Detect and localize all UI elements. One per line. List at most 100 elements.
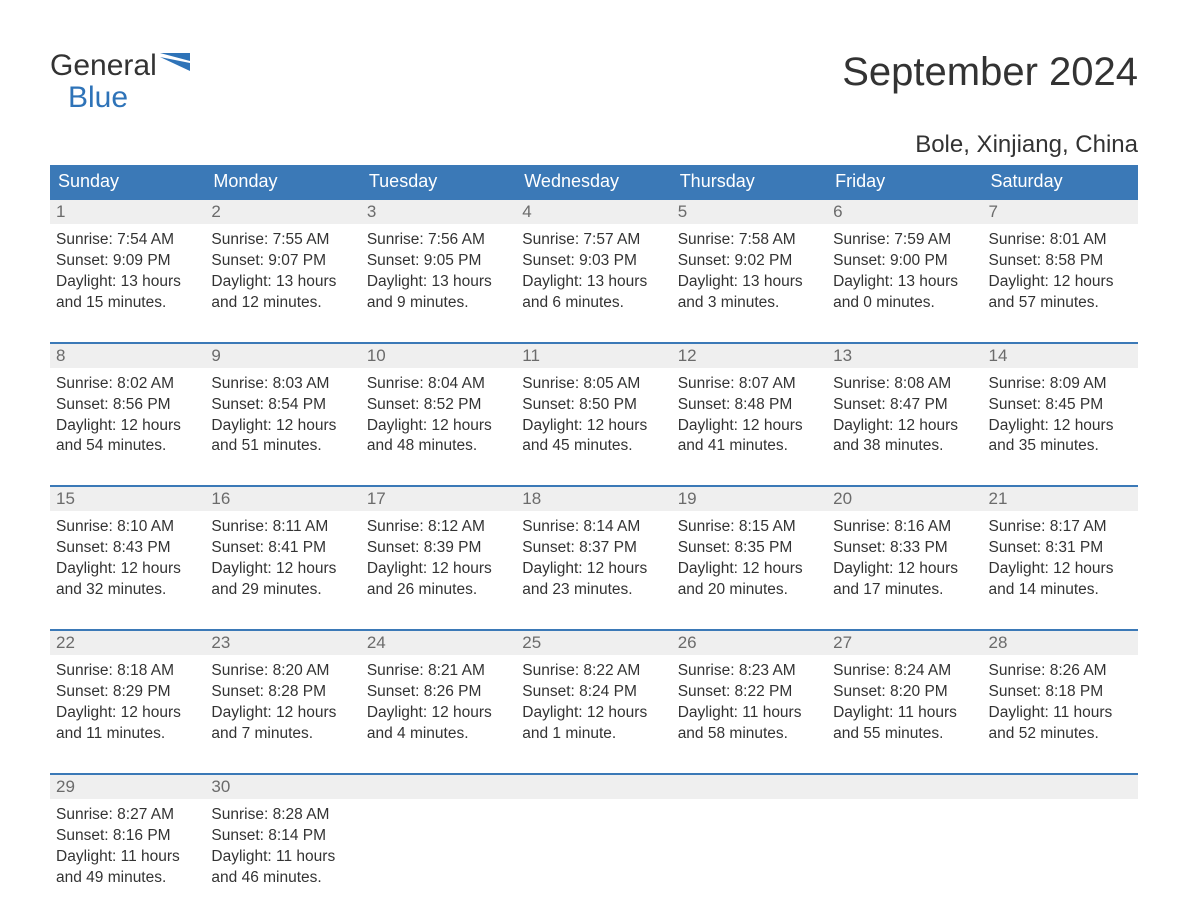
day-details: Sunrise: 8:04 AMSunset: 8:52 PMDaylight:… <box>361 368 516 486</box>
day-detail-line: Daylight: 12 hours <box>989 272 1132 293</box>
calendar-table: SundayMondayTuesdayWednesdayThursdayFrid… <box>50 165 1138 916</box>
day-number: 9 <box>205 344 360 368</box>
day-detail-line: and 29 minutes. <box>211 580 354 601</box>
day-detail-line: Sunrise: 7:57 AM <box>522 230 665 251</box>
day-detail-line: Sunrise: 8:16 AM <box>833 517 976 538</box>
day-detail-line: Sunset: 8:16 PM <box>56 826 199 847</box>
day-detail-line: and 7 minutes. <box>211 724 354 745</box>
day-number-empty <box>361 775 516 799</box>
title-block: September 2024 <box>842 50 1138 95</box>
logo: General Blue <box>50 50 190 113</box>
day-number: 28 <box>983 631 1138 655</box>
day-detail-line: and 4 minutes. <box>367 724 510 745</box>
weekday-header: Saturday <box>983 165 1138 199</box>
day-detail-line: Daylight: 12 hours <box>989 416 1132 437</box>
calendar-day-cell: 29Sunrise: 8:27 AMSunset: 8:16 PMDayligh… <box>50 774 205 917</box>
day-detail-line: and 23 minutes. <box>522 580 665 601</box>
calendar-day-cell <box>361 774 516 917</box>
day-detail-line: and 26 minutes. <box>367 580 510 601</box>
day-details: Sunrise: 8:11 AMSunset: 8:41 PMDaylight:… <box>205 511 360 629</box>
day-detail-line: and 14 minutes. <box>989 580 1132 601</box>
day-detail-line: Daylight: 12 hours <box>367 416 510 437</box>
calendar-day-cell: 8Sunrise: 8:02 AMSunset: 8:56 PMDaylight… <box>50 343 205 487</box>
day-detail-line: Sunrise: 8:01 AM <box>989 230 1132 251</box>
day-number: 27 <box>827 631 982 655</box>
day-detail-line: Sunrise: 7:59 AM <box>833 230 976 251</box>
day-detail-line: Sunrise: 8:05 AM <box>522 374 665 395</box>
day-detail-line: Sunrise: 8:24 AM <box>833 661 976 682</box>
logo-flag-icon <box>160 50 190 82</box>
calendar-day-cell: 2Sunrise: 7:55 AMSunset: 9:07 PMDaylight… <box>205 199 360 343</box>
weekday-header: Wednesday <box>516 165 671 199</box>
page-title: September 2024 <box>842 50 1138 95</box>
day-detail-line: Sunset: 8:29 PM <box>56 682 199 703</box>
day-number: 18 <box>516 487 671 511</box>
day-detail-line: Sunrise: 8:20 AM <box>211 661 354 682</box>
calendar-day-cell <box>672 774 827 917</box>
calendar-day-cell: 1Sunrise: 7:54 AMSunset: 9:09 PMDaylight… <box>50 199 205 343</box>
day-detail-line: and 45 minutes. <box>522 436 665 457</box>
day-detail-line: Sunset: 8:58 PM <box>989 251 1132 272</box>
calendar-day-cell: 20Sunrise: 8:16 AMSunset: 8:33 PMDayligh… <box>827 486 982 630</box>
day-details: Sunrise: 8:28 AMSunset: 8:14 PMDaylight:… <box>205 799 360 917</box>
day-details: Sunrise: 8:02 AMSunset: 8:56 PMDaylight:… <box>50 368 205 486</box>
calendar-week-row: 29Sunrise: 8:27 AMSunset: 8:16 PMDayligh… <box>50 774 1138 917</box>
day-detail-line: and 32 minutes. <box>56 580 199 601</box>
day-details: Sunrise: 7:57 AMSunset: 9:03 PMDaylight:… <box>516 224 671 342</box>
day-details: Sunrise: 8:16 AMSunset: 8:33 PMDaylight:… <box>827 511 982 629</box>
day-details: Sunrise: 8:22 AMSunset: 8:24 PMDaylight:… <box>516 655 671 773</box>
day-detail-line: Sunrise: 8:11 AM <box>211 517 354 538</box>
day-details: Sunrise: 8:14 AMSunset: 8:37 PMDaylight:… <box>516 511 671 629</box>
day-detail-line: and 41 minutes. <box>678 436 821 457</box>
day-detail-line: Daylight: 12 hours <box>522 559 665 580</box>
day-detail-line: Sunset: 8:18 PM <box>989 682 1132 703</box>
day-detail-line: Sunset: 8:54 PM <box>211 395 354 416</box>
day-detail-line: Sunrise: 8:02 AM <box>56 374 199 395</box>
day-details: Sunrise: 8:23 AMSunset: 8:22 PMDaylight:… <box>672 655 827 773</box>
day-number: 23 <box>205 631 360 655</box>
day-details: Sunrise: 8:17 AMSunset: 8:31 PMDaylight:… <box>983 511 1138 629</box>
day-details: Sunrise: 7:55 AMSunset: 9:07 PMDaylight:… <box>205 224 360 342</box>
day-detail-line: and 11 minutes. <box>56 724 199 745</box>
day-detail-line: and 20 minutes. <box>678 580 821 601</box>
day-detail-line: Sunrise: 8:04 AM <box>367 374 510 395</box>
day-number: 15 <box>50 487 205 511</box>
day-detail-line: and 46 minutes. <box>211 868 354 889</box>
day-detail-line: and 17 minutes. <box>833 580 976 601</box>
day-detail-line: Sunrise: 8:27 AM <box>56 805 199 826</box>
day-detail-line: and 38 minutes. <box>833 436 976 457</box>
day-detail-line: and 15 minutes. <box>56 293 199 314</box>
day-detail-line: and 35 minutes. <box>989 436 1132 457</box>
day-detail-line: Sunrise: 8:12 AM <box>367 517 510 538</box>
day-details: Sunrise: 8:24 AMSunset: 8:20 PMDaylight:… <box>827 655 982 773</box>
calendar-day-cell <box>827 774 982 917</box>
day-detail-line: Sunset: 8:26 PM <box>367 682 510 703</box>
day-detail-line: Sunset: 8:48 PM <box>678 395 821 416</box>
day-detail-line: Sunset: 8:47 PM <box>833 395 976 416</box>
calendar-day-cell: 17Sunrise: 8:12 AMSunset: 8:39 PMDayligh… <box>361 486 516 630</box>
calendar-day-cell: 21Sunrise: 8:17 AMSunset: 8:31 PMDayligh… <box>983 486 1138 630</box>
day-number: 2 <box>205 200 360 224</box>
day-detail-line: Sunrise: 8:14 AM <box>522 517 665 538</box>
day-detail-line: Sunset: 8:24 PM <box>522 682 665 703</box>
day-number: 22 <box>50 631 205 655</box>
day-detail-line: Sunrise: 8:17 AM <box>989 517 1132 538</box>
calendar-day-cell: 5Sunrise: 7:58 AMSunset: 9:02 PMDaylight… <box>672 199 827 343</box>
calendar-week-row: 22Sunrise: 8:18 AMSunset: 8:29 PMDayligh… <box>50 630 1138 774</box>
day-number: 17 <box>361 487 516 511</box>
day-details: Sunrise: 8:20 AMSunset: 8:28 PMDaylight:… <box>205 655 360 773</box>
day-details: Sunrise: 8:21 AMSunset: 8:26 PMDaylight:… <box>361 655 516 773</box>
calendar-day-cell: 12Sunrise: 8:07 AMSunset: 8:48 PMDayligh… <box>672 343 827 487</box>
day-detail-line: and 0 minutes. <box>833 293 976 314</box>
day-number: 25 <box>516 631 671 655</box>
day-detail-line: and 58 minutes. <box>678 724 821 745</box>
day-detail-line: Sunset: 9:02 PM <box>678 251 821 272</box>
day-details: Sunrise: 8:27 AMSunset: 8:16 PMDaylight:… <box>50 799 205 917</box>
calendar-day-cell: 27Sunrise: 8:24 AMSunset: 8:20 PMDayligh… <box>827 630 982 774</box>
day-number-empty <box>827 775 982 799</box>
day-detail-line: Daylight: 12 hours <box>522 416 665 437</box>
day-detail-line: Daylight: 13 hours <box>211 272 354 293</box>
day-detail-line: Daylight: 13 hours <box>678 272 821 293</box>
weekday-header: Sunday <box>50 165 205 199</box>
day-detail-line: Sunset: 9:00 PM <box>833 251 976 272</box>
